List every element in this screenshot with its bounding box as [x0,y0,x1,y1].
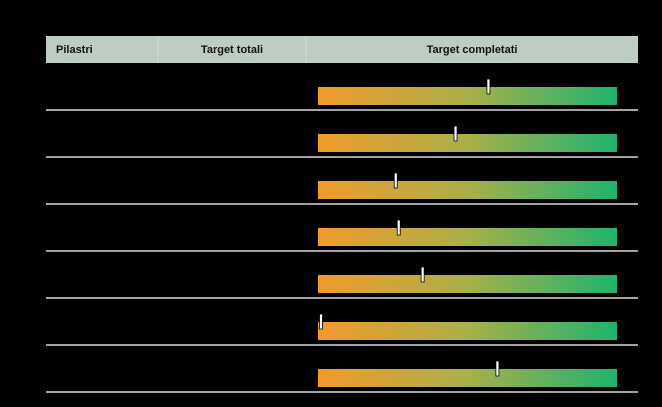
progress-marker [420,266,425,283]
progress-bar [318,369,617,387]
progress-bar [318,322,617,340]
progress-marker [486,78,491,95]
progress-bar [318,181,617,199]
progress-bar [318,228,617,246]
header-cell: Target totali [201,44,263,56]
progress-bar [318,87,617,105]
progress-marker [396,219,401,236]
progress-marker [453,125,458,142]
progress-bar [318,134,617,152]
header-row [46,36,638,63]
header-cell: Target completati [427,44,518,56]
progress-marker [393,172,398,189]
progress-marker [495,360,500,377]
header-cell: Pilastri [56,44,93,56]
progress-marker [319,313,323,330]
progress-bar [318,275,617,293]
